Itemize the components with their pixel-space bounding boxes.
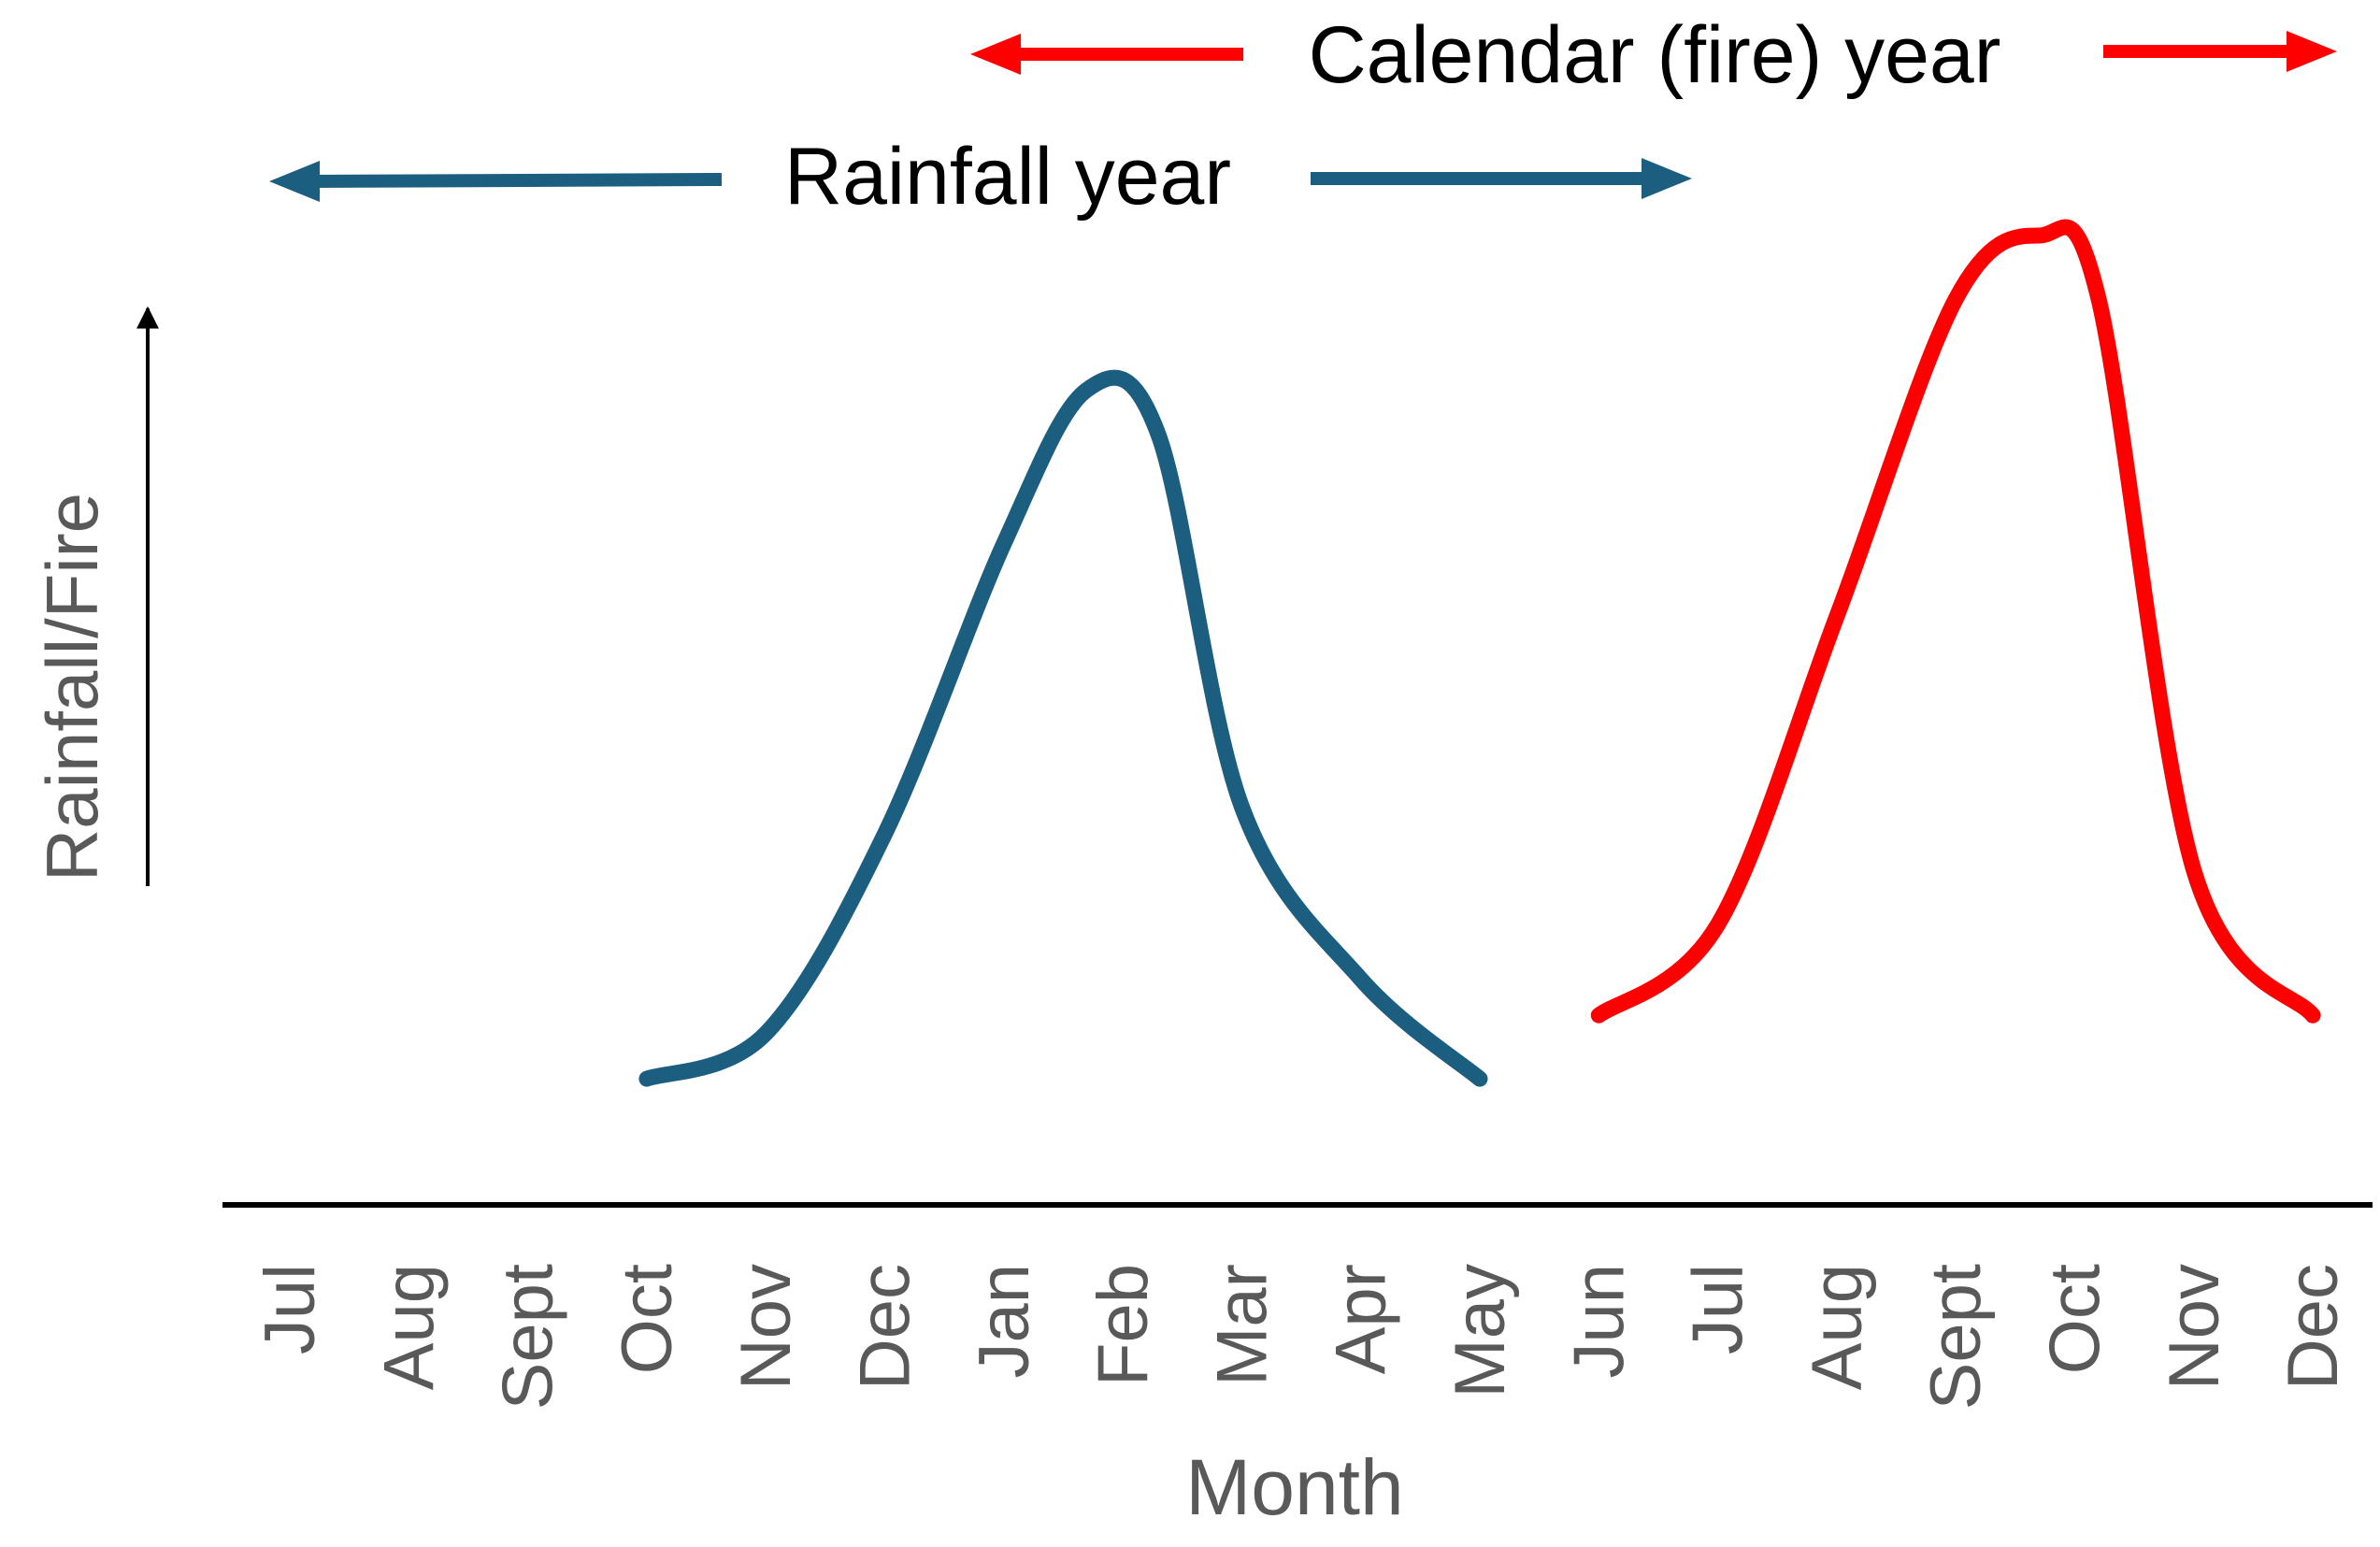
x-tick-label: Jul [1679,1264,1758,1354]
y-axis-label: Rainfall/Fire [31,493,113,881]
x-tick-label: Feb [1083,1264,1163,1386]
rainfall-year-left-arrow [308,173,723,188]
rainfall-year-left-arrowhead [269,161,320,202]
calendar-year-left-arrowhead [970,34,1021,75]
rainfall-year-annotation: Rainfall year [269,132,1692,222]
x-axis-label: Month [1185,1443,1403,1531]
calendar-year-annotation: Calendar (fire) year [970,10,2337,100]
x-tick-label: Apr [1322,1264,1401,1374]
x-tick-label: Jul [251,1264,330,1354]
x-tick-label: May [1441,1264,1520,1398]
x-tick-label: Oct [608,1264,687,1374]
x-tick-label: Sept [1916,1264,1996,1410]
rainfall-year-label: Rainfall year [784,132,1231,222]
x-tick-label: Dec [2273,1264,2353,1390]
calendar-year-label: Calendar (fire) year [1309,10,2001,100]
x-tick-label: Jan [965,1264,1044,1379]
rainfall-year-right-arrowhead [1642,158,1692,199]
x-tick-label: Sept [489,1264,568,1410]
x-tick-label: Nov [726,1264,806,1390]
x-tick-label: Mar [1202,1264,1282,1386]
x-tick-label: Oct [2036,1264,2115,1374]
calendar-year-right-arrowhead [2287,31,2337,72]
x-tick-label: Dec [846,1264,925,1390]
x-tick-label: Aug [369,1264,449,1390]
rainfall-curve [638,369,1488,1087]
x-tick-label: Aug [1798,1264,1877,1390]
x-tick-label: Jun [1559,1264,1639,1379]
x-tick-labels: Jul Aug Sept Oct Nov Dec Jan Feb Mar Apr May Jun Jul… [251,1264,2353,1410]
x-tick-label: Nov [2155,1264,2234,1390]
fire-curve [1590,219,2321,1024]
